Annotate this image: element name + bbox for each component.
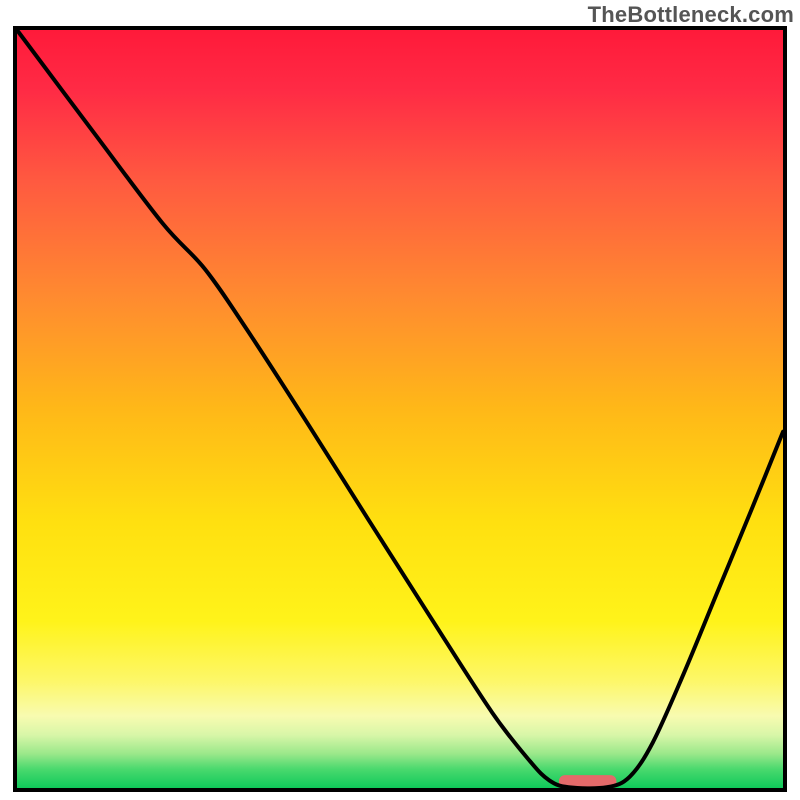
gradient-background: [17, 30, 783, 788]
chart-svg: [0, 0, 800, 800]
chart-canvas: TheBottleneck.com: [0, 0, 800, 800]
